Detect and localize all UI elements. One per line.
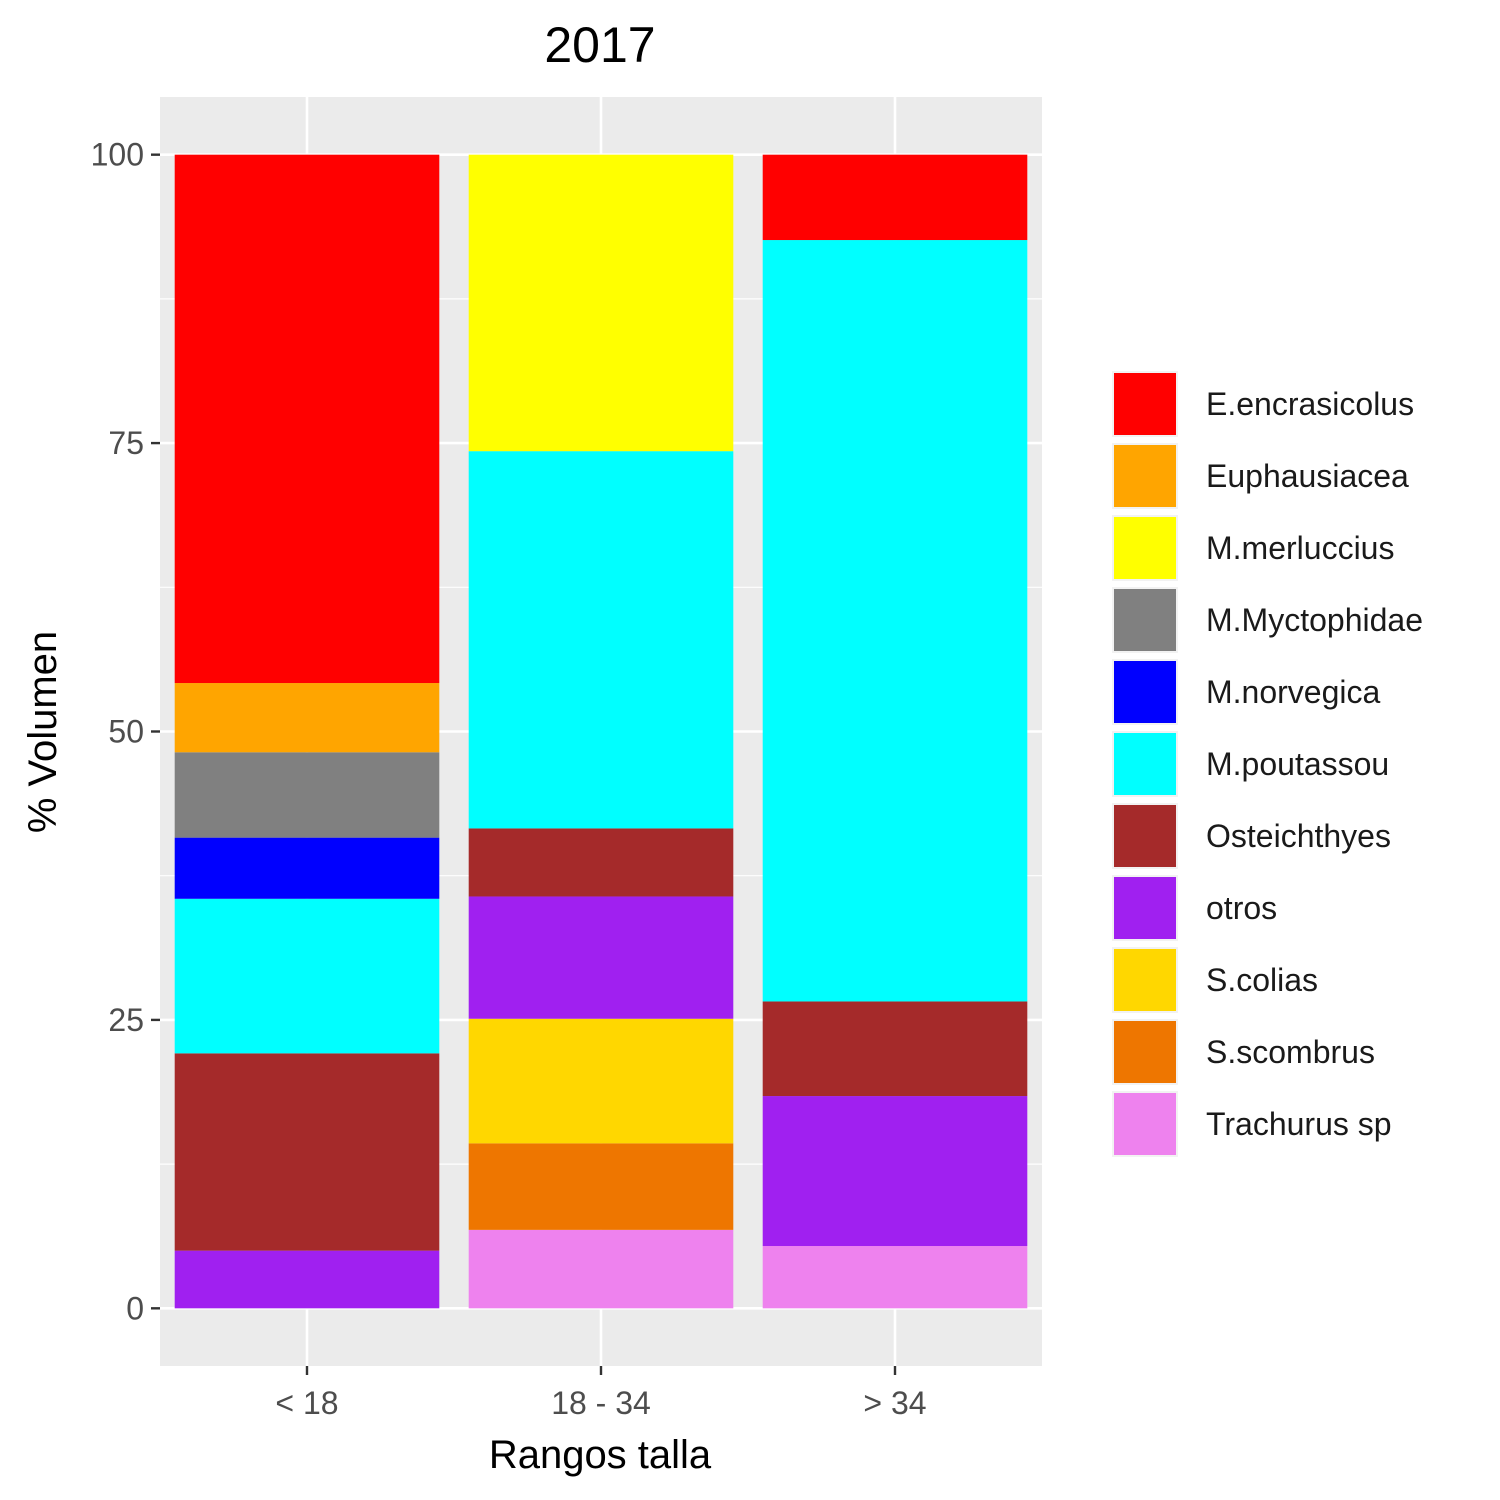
- bar-segment-m-poutassou: [762, 240, 1028, 1002]
- legend-key-swatch: [1114, 949, 1176, 1011]
- bar-segment-m-norvegica: [174, 837, 440, 899]
- legend-key-swatch: [1114, 805, 1176, 867]
- x-axis: < 18 18 - 34 > 34: [275, 1366, 927, 1421]
- legend-label: M.Myctophidae: [1206, 602, 1423, 638]
- bar-segment-s-scombrus: [468, 1143, 734, 1230]
- legend-key-swatch: [1114, 445, 1176, 507]
- y-tick-label: 25: [108, 1002, 144, 1038]
- legend-key-swatch: [1114, 589, 1176, 651]
- legend-item: S.scombrus: [1112, 1019, 1375, 1085]
- legend-item: Euphausiacea: [1112, 443, 1409, 509]
- bar-segment-osteichthyes: [174, 1053, 440, 1251]
- legend-key-swatch: [1114, 661, 1176, 723]
- y-axis-title: % Volumen: [21, 631, 65, 833]
- legend-item: M.merluccius: [1112, 515, 1394, 581]
- y-axis: 0 25 50 75 100: [91, 137, 160, 1326]
- y-tick-label: 0: [126, 1290, 144, 1326]
- legend-item: S.colias: [1112, 947, 1318, 1013]
- y-tick-label: 50: [108, 714, 144, 750]
- bar-segment-m-merluccius: [468, 154, 734, 452]
- legend-label: otros: [1206, 890, 1277, 926]
- legend-label: M.merluccius: [1206, 530, 1394, 566]
- bars: [174, 154, 1028, 1309]
- legend-key-swatch: [1114, 373, 1176, 435]
- legend-item: M.norvegica: [1112, 659, 1381, 725]
- legend-item: M.Myctophidae: [1112, 587, 1423, 653]
- legend-key-swatch: [1114, 1093, 1176, 1155]
- bar-segment-m-poutassou: [174, 898, 440, 1054]
- y-tick-label: 100: [91, 137, 144, 173]
- bar-segment-s-colias: [468, 1018, 734, 1144]
- chart-title: 2017: [544, 17, 655, 73]
- legend-item: Trachurus sp: [1112, 1091, 1392, 1157]
- bar-segment-osteichthyes: [468, 828, 734, 897]
- legend-label: S.colias: [1206, 962, 1318, 998]
- legend-label: M.poutassou: [1206, 746, 1389, 782]
- legend-label: Osteichthyes: [1206, 818, 1391, 854]
- bar-segment-osteichthyes: [762, 1001, 1028, 1097]
- x-tick-label: < 18: [275, 1385, 338, 1421]
- legend-label: Euphausiacea: [1206, 458, 1409, 494]
- bar-segment-otros: [468, 896, 734, 1019]
- legend-label: M.norvegica: [1206, 674, 1381, 710]
- legend-label: Trachurus sp: [1206, 1106, 1392, 1142]
- legend-item: M.poutassou: [1112, 731, 1389, 797]
- legend-item: otros: [1112, 875, 1277, 941]
- legend-key-swatch: [1114, 517, 1176, 579]
- legend: E.encrasicolus Euphausiacea M.merluccius M.…: [1112, 371, 1423, 1157]
- bar-segment-trachurus-sp: [468, 1229, 734, 1309]
- bar-segment-otros: [762, 1096, 1028, 1247]
- bar-segment-m-myctophidae: [174, 752, 440, 838]
- legend-key-swatch: [1114, 877, 1176, 939]
- legend-label: S.scombrus: [1206, 1034, 1375, 1070]
- bar-segment-m-poutassou: [468, 451, 734, 829]
- legend-item: Osteichthyes: [1112, 803, 1391, 869]
- bar-segment-euphausiacea: [174, 683, 440, 753]
- x-tick-label: 18 - 34: [551, 1385, 651, 1421]
- legend-label: E.encrasicolus: [1206, 386, 1414, 422]
- legend-item: E.encrasicolus: [1112, 371, 1414, 437]
- bar-segment-e-encrasicolus: [174, 154, 440, 684]
- y-tick-label: 75: [108, 425, 144, 461]
- x-tick-label: > 34: [863, 1385, 926, 1421]
- bar-segment-otros: [174, 1250, 440, 1309]
- legend-key-swatch: [1114, 733, 1176, 795]
- legend-key-swatch: [1114, 1021, 1176, 1083]
- bar-segment-trachurus-sp: [762, 1246, 1028, 1309]
- bar-segment-e-encrasicolus: [762, 154, 1028, 241]
- x-axis-title: Rangos talla: [489, 1433, 712, 1477]
